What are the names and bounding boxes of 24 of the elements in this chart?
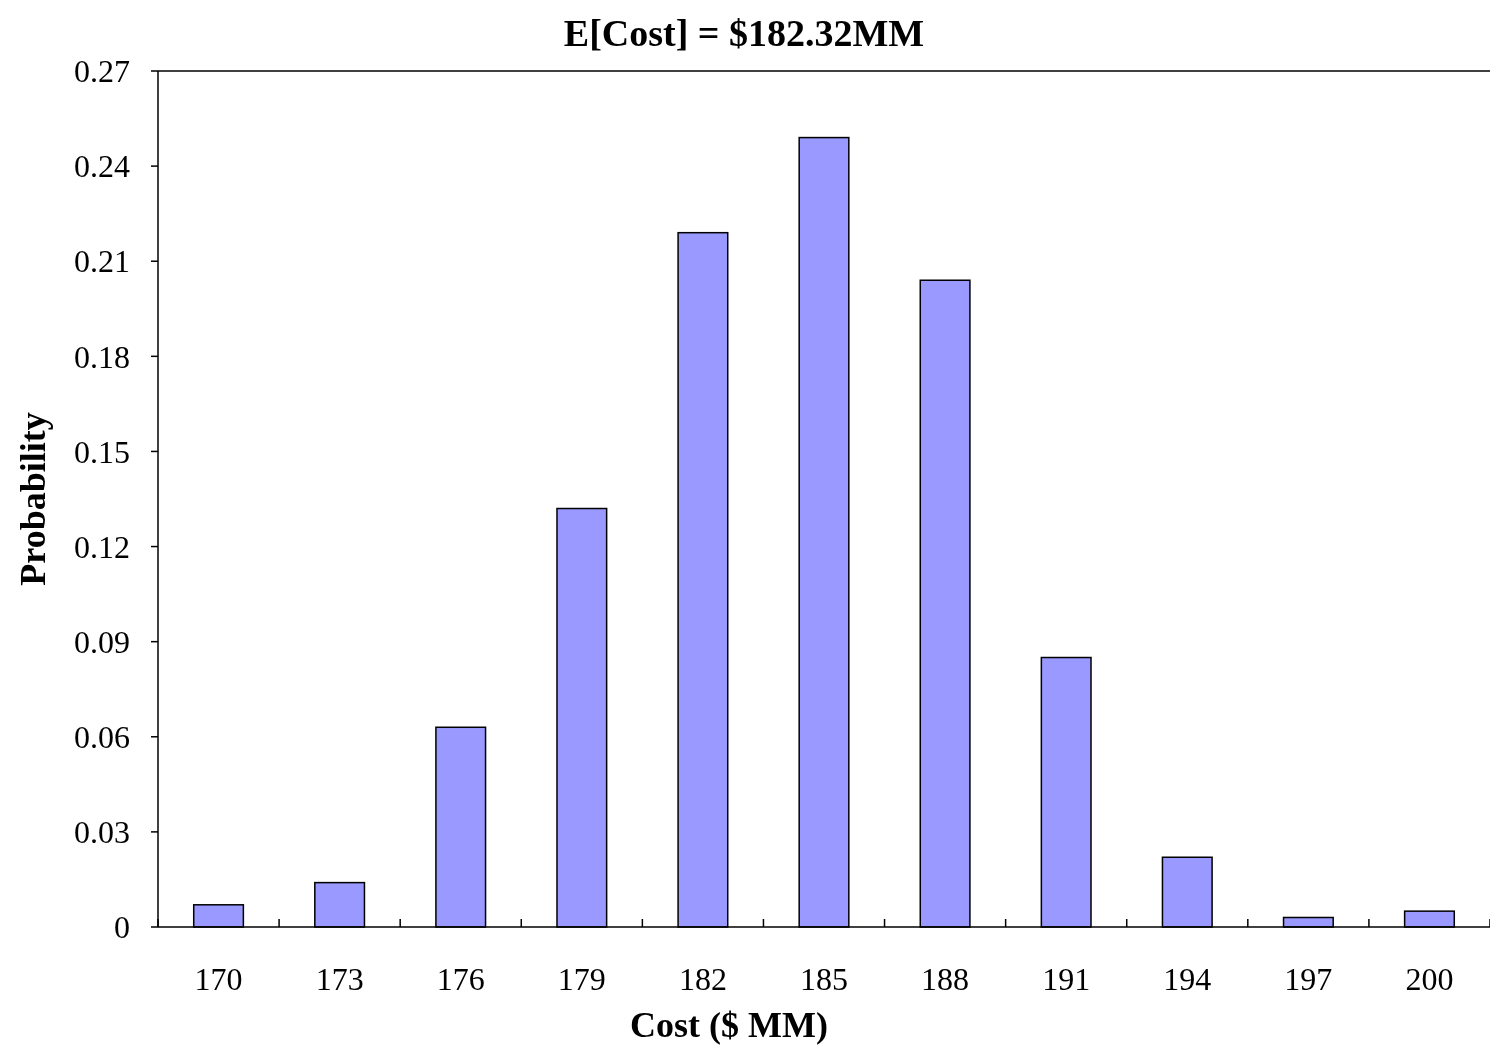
x-tick-label: 170 xyxy=(194,961,243,997)
x-tick-label: 188 xyxy=(921,961,970,997)
y-tick-label: 0.09 xyxy=(74,623,130,660)
y-axis-title: Probability xyxy=(13,412,53,586)
y-tick-label: 0.27 xyxy=(74,53,130,90)
x-tick-label: 176 xyxy=(436,961,485,997)
x-tick-label: 185 xyxy=(800,961,848,997)
y-tick-label: 0.24 xyxy=(74,148,130,185)
x-tick-label: 182 xyxy=(678,961,727,997)
x-tick-label: 200 xyxy=(1405,961,1454,997)
chart-title: E[Cost] = $182.32MM xyxy=(563,12,925,54)
x-tick-label: 179 xyxy=(557,961,606,997)
y-tick-label: 0.21 xyxy=(74,243,130,280)
y-tick-label: 0 xyxy=(114,909,130,946)
x-tick-label: 173 xyxy=(315,961,364,997)
x-tick-label: 197 xyxy=(1284,961,1333,997)
y-tick-label: 0.06 xyxy=(74,718,130,755)
y-tick-label: 0.15 xyxy=(74,433,130,470)
y-tick-label: 0.18 xyxy=(74,338,130,375)
x-tick-label: 191 xyxy=(1042,961,1091,997)
y-tick-label: 0.12 xyxy=(74,528,130,565)
x-axis-title: Cost ($ MM) xyxy=(630,1005,828,1045)
x-tick-label: 194 xyxy=(1163,961,1212,997)
y-tick-label: 0.03 xyxy=(74,814,130,851)
